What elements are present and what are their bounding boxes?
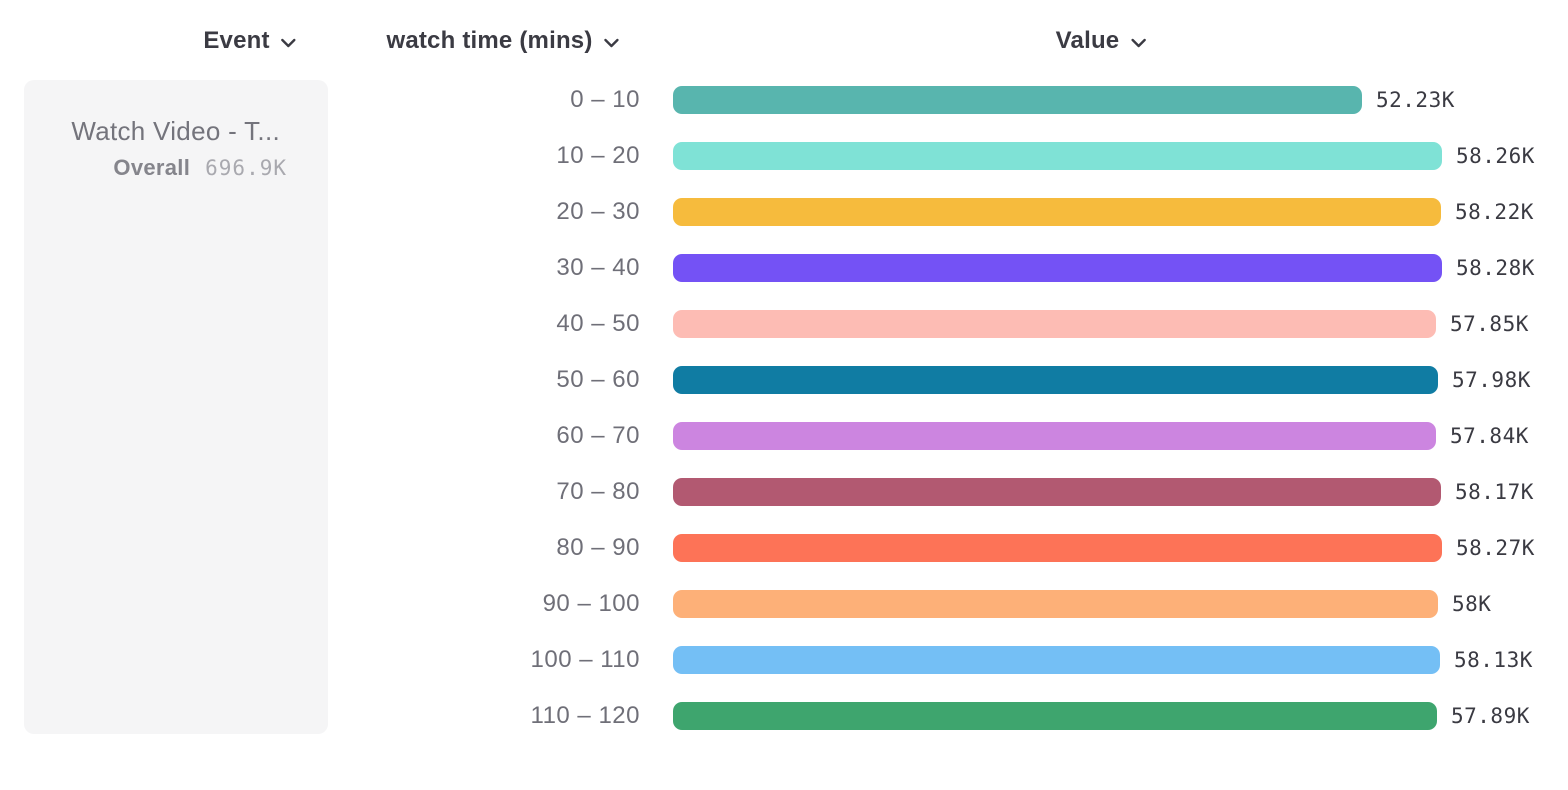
breakdown-column-label: watch time (mins) (386, 27, 593, 54)
chart-row: 0 – 10 52.23K (0, 72, 1568, 128)
category-label: 90 – 100 (542, 590, 640, 617)
chart-row: 80 – 90 58.27K (0, 520, 1568, 576)
value-column-dropdown[interactable]: Value (1056, 27, 1147, 55)
bar-segment[interactable] (673, 310, 1436, 338)
chart-row: 30 – 40 58.28K (0, 240, 1568, 296)
category-label: 100 – 110 (530, 646, 640, 673)
category-label: 40 – 50 (556, 310, 640, 337)
chart-row: 50 – 60 57.98K (0, 352, 1568, 408)
category-label: 50 – 60 (556, 366, 640, 393)
bar-segment[interactable] (673, 366, 1438, 394)
value-label: 57.98K (1452, 368, 1531, 392)
category-label: 0 – 10 (570, 86, 640, 113)
chevron-down-icon (604, 38, 619, 47)
chart-row: 10 – 20 58.26K (0, 128, 1568, 184)
chart-row: 60 – 70 57.84K (0, 408, 1568, 464)
value-label: 58.17K (1455, 480, 1534, 504)
value-label: 52.23K (1376, 88, 1455, 112)
bar-segment[interactable] (673, 534, 1442, 562)
bar-segment[interactable] (673, 590, 1438, 618)
event-column-dropdown[interactable]: Event (203, 27, 296, 55)
overall-label: Overall (113, 155, 191, 180)
value-label: 57.84K (1450, 424, 1529, 448)
bar-chart: 0 – 10 52.23K 10 – 20 58.26K 20 – 30 58.22K 30… (0, 72, 1568, 744)
value-label: 58.26K (1456, 144, 1535, 168)
event-name[interactable]: Watch Video - T... (71, 116, 280, 146)
category-label: 30 – 40 (556, 254, 640, 281)
category-label: 110 – 120 (530, 702, 640, 729)
value-label: 58K (1452, 592, 1492, 616)
chart-row: 110 – 120 57.89K (0, 688, 1568, 744)
bar-segment[interactable] (673, 254, 1442, 282)
event-legend-card: Watch Video - T... Overall 696.9K (24, 80, 328, 734)
value-label: 58.13K (1454, 648, 1533, 672)
breakdown-column-dropdown[interactable]: watch time (mins) (386, 27, 619, 55)
category-label: 60 – 70 (556, 422, 640, 449)
bar-segment[interactable] (673, 198, 1441, 226)
bar-segment[interactable] (673, 478, 1441, 506)
chart-row: 90 – 100 58K (0, 576, 1568, 632)
value-column-label: Value (1055, 27, 1120, 54)
value-label: 58.22K (1455, 200, 1534, 224)
bar-segment[interactable] (673, 702, 1437, 730)
value-label: 58.27K (1456, 536, 1535, 560)
overall-value: 696.9K (205, 156, 287, 180)
bar-segment[interactable] (673, 142, 1442, 170)
event-column-label: Event (203, 27, 270, 54)
value-label: 57.89K (1451, 704, 1530, 728)
category-label: 10 – 20 (556, 142, 640, 169)
chart-row: 100 – 110 58.13K (0, 632, 1568, 688)
category-label: 80 – 90 (556, 534, 640, 561)
chevron-down-icon (1131, 38, 1146, 47)
bar-segment[interactable] (673, 646, 1440, 674)
chart-row: 20 – 30 58.22K (0, 184, 1568, 240)
bar-segment[interactable] (673, 422, 1436, 450)
value-label: 58.28K (1456, 256, 1535, 280)
category-label: 70 – 80 (556, 478, 640, 505)
chart-row: 70 – 80 58.17K (0, 464, 1568, 520)
chevron-down-icon (281, 38, 296, 47)
category-label: 20 – 30 (556, 198, 640, 225)
bar-segment[interactable] (673, 86, 1362, 114)
value-label: 57.85K (1450, 312, 1529, 336)
overall-row: Overall 696.9K (113, 155, 287, 181)
chart-row: 40 – 50 57.85K (0, 296, 1568, 352)
